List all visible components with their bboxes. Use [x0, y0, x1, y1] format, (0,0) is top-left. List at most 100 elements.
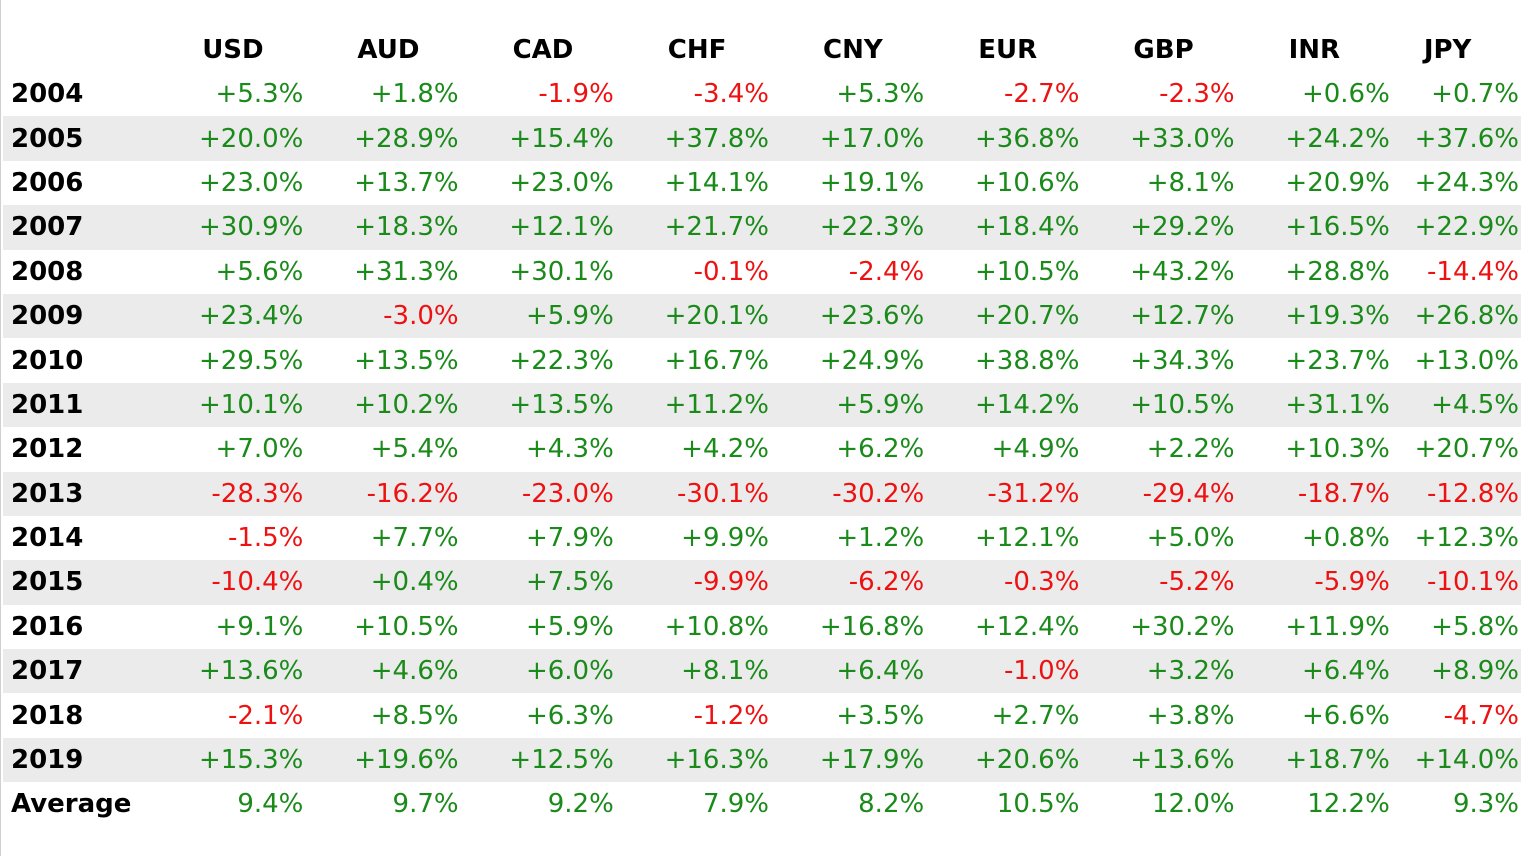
row-year: 2007: [11, 212, 84, 243]
table-row: 2019 +15.3% +19.6% +12.5% +16.3% +17.9% +20.6%…: [3, 737, 1521, 783]
table-cell: +29.5%: [199, 345, 304, 376]
table-cell: +16.3%: [664, 745, 769, 776]
row-year: 2015: [11, 567, 84, 598]
table-cell: +10.5%: [354, 611, 459, 642]
table-cell: +22.3%: [509, 345, 614, 376]
table-row: 2005 +20.0% +28.9% +15.4% +37.8% +17.0% +36.8%…: [3, 116, 1521, 161]
table-cell: +6.4%: [836, 656, 925, 687]
table-cell: -10.4%: [211, 567, 304, 598]
average-row: Average 9.4% 9.7% 9.2% 7.9% 8.2% 10.5% 12.0% 12.…: [3, 782, 1521, 826]
table-cell: -0.1%: [693, 256, 769, 287]
table-cell: +12.4%: [975, 611, 1080, 642]
row-year: 2012: [11, 434, 84, 465]
table-cell: +7.0%: [215, 434, 304, 465]
table-cell: -1.5%: [227, 523, 304, 554]
table-cell: +19.1%: [819, 167, 925, 198]
table-cell: +24.9%: [819, 345, 925, 376]
row-year: 2004: [11, 79, 84, 110]
table-cell: -1.9%: [538, 79, 614, 110]
average-cell: 12.0%: [1152, 789, 1235, 820]
table-row: 2007 +30.9% +18.3% +12.1% +21.7% +22.3% +18.4%…: [3, 205, 1521, 250]
table-cell: -31.2%: [987, 478, 1080, 509]
table-cell: +15.4%: [509, 123, 614, 154]
table-cell: +20.9%: [1285, 167, 1390, 198]
table-cell: +5.4%: [370, 434, 459, 465]
table-row: 2006 +23.0% +13.7% +23.0% +14.1% +19.1% +10.6%…: [3, 161, 1521, 205]
table-cell: -30.2%: [832, 478, 925, 509]
table-cell: +29.2%: [1130, 212, 1235, 243]
table-cell: +12.3%: [1414, 523, 1519, 554]
table-cell: +24.3%: [1414, 167, 1519, 198]
table-cell: +5.3%: [215, 79, 304, 110]
table-cell: -18.7%: [1297, 478, 1390, 509]
table-cell: -5.2%: [1159, 567, 1235, 598]
table-cell: +24.2%: [1285, 123, 1390, 154]
table-cell: +31.1%: [1285, 389, 1390, 420]
table-cell: +10.5%: [975, 256, 1080, 287]
table-cell: +26.8%: [1414, 301, 1519, 332]
row-year: 2017: [11, 656, 84, 687]
annual-returns-table: USD AUD CAD CHF CNY EUR GBP INR JPY 2004…: [3, 28, 1521, 827]
table-body: 2004 +5.3% +1.8% -1.9% -3.4% +5.3% -2.7% -2.3% +…: [3, 72, 1521, 827]
table-cell: +15.3%: [199, 745, 304, 776]
table-cell: +23.0%: [199, 167, 304, 198]
table-cell: +38.8%: [975, 345, 1080, 376]
average-cell: 9.7%: [392, 789, 459, 820]
table-cell: +23.7%: [1285, 345, 1390, 376]
table-cell: +0.7%: [1431, 79, 1519, 110]
table-cell: +8.1%: [681, 656, 769, 687]
table-cell: +14.0%: [1414, 745, 1519, 776]
table-cell: +6.0%: [525, 656, 614, 687]
table-cell: +11.2%: [664, 389, 769, 420]
header-row: USD AUD CAD CHF CNY EUR GBP INR JPY: [3, 28, 1521, 72]
table-cell: +20.1%: [664, 301, 769, 332]
table-cell: -12.8%: [1427, 478, 1519, 509]
table-cell: -9.9%: [693, 567, 769, 598]
table-cell: +37.8%: [664, 123, 769, 154]
table-row: 2014 -1.5% +7.7% +7.9% +9.9% +1.2% +12.1% +5.0%…: [3, 516, 1521, 560]
table-cell: +18.7%: [1285, 745, 1390, 776]
table-row: 2010 +29.5% +13.5% +22.3% +16.7% +24.9% +38.8%…: [3, 338, 1521, 382]
table-cell: +16.5%: [1285, 212, 1390, 243]
table-cell: +10.8%: [664, 611, 769, 642]
table-cell: -29.4%: [1142, 478, 1235, 509]
table-cell: +9.1%: [215, 611, 304, 642]
table-cell: +43.2%: [1130, 256, 1235, 287]
table-cell: -30.1%: [677, 478, 769, 509]
row-year: 2009: [11, 301, 84, 332]
table-cell: +4.3%: [525, 434, 614, 465]
table-cell: -16.2%: [366, 478, 459, 509]
table-cell: +18.4%: [975, 212, 1080, 243]
table-cell: -3.0%: [383, 301, 459, 332]
average-cell: 9.4%: [237, 789, 304, 820]
table-cell: +4.9%: [991, 434, 1080, 465]
table-cell: +13.6%: [199, 656, 304, 687]
table-cell: -2.1%: [227, 700, 304, 731]
row-year: 2013: [11, 478, 84, 509]
table-cell: +7.9%: [525, 523, 614, 554]
table-cell: +16.8%: [819, 611, 925, 642]
row-year: 2016: [11, 611, 84, 642]
table-cell: +18.3%: [354, 212, 459, 243]
table-cell: +23.0%: [509, 167, 614, 198]
table-cell: +0.8%: [1301, 523, 1390, 554]
table-cell: +2.2%: [1146, 434, 1235, 465]
table-cell: -2.3%: [1159, 79, 1235, 110]
header-gbp: GBP: [1133, 35, 1194, 65]
average-cell: 10.5%: [996, 789, 1080, 820]
header-inr: INR: [1288, 35, 1341, 65]
table-cell: +20.7%: [1414, 434, 1519, 465]
table-cell: +21.7%: [664, 212, 769, 243]
header-cad: CAD: [512, 35, 574, 65]
table-cell: +13.5%: [509, 389, 614, 420]
table-cell: +9.9%: [681, 523, 769, 554]
table-cell: +2.7%: [991, 700, 1080, 731]
table-cell: +1.2%: [836, 523, 925, 554]
table-cell: -2.4%: [848, 256, 925, 287]
table-row: 2017 +13.6% +4.6% +6.0% +8.1% +6.4% -1.0% +3.2%…: [3, 649, 1521, 694]
table-cell: -2.7%: [1003, 79, 1080, 110]
header-corner: [3, 28, 150, 72]
table-cell: +5.9%: [525, 611, 614, 642]
table-cell: +7.5%: [525, 567, 614, 598]
